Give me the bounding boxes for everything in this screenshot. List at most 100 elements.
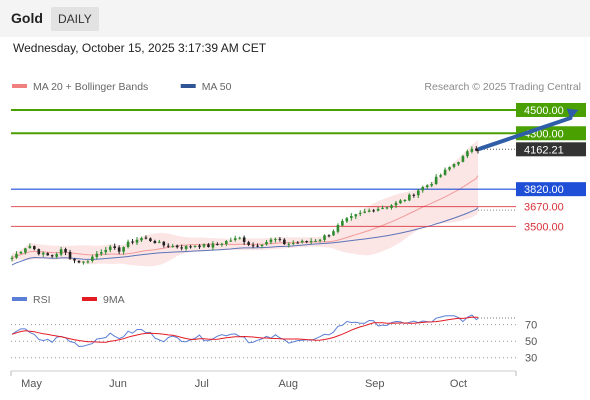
candle-body bbox=[439, 175, 442, 177]
projection-arrow-shaft bbox=[478, 115, 573, 151]
candle-body bbox=[238, 237, 241, 239]
rsi-legend-swatch-1 bbox=[82, 297, 97, 301]
rsi-legend-label-0: RSI bbox=[33, 294, 51, 306]
candle-body bbox=[452, 164, 456, 167]
candle-body bbox=[162, 241, 166, 246]
rsi-level-label-70: 70 bbox=[525, 320, 537, 332]
candle-body bbox=[296, 242, 300, 244]
candle-body bbox=[354, 214, 358, 217]
rsi-ma-line bbox=[11, 316, 479, 343]
candle-body bbox=[33, 246, 36, 250]
candle-body bbox=[233, 238, 237, 241]
candle-body bbox=[229, 240, 233, 242]
candle-body bbox=[50, 255, 54, 257]
candle-body bbox=[336, 225, 340, 232]
instrument-title: Gold bbox=[11, 10, 43, 26]
x-tick-label-jun: Jun bbox=[109, 378, 127, 390]
legend-label-0: MA 20 + Bollinger Bands bbox=[33, 81, 148, 93]
level-tag-4500.00 bbox=[516, 102, 586, 117]
candle-body bbox=[332, 231, 335, 236]
candle-body bbox=[175, 245, 179, 248]
candle-body bbox=[211, 243, 215, 248]
candle-body bbox=[350, 216, 353, 218]
x-tick-label-oct: Oct bbox=[450, 378, 467, 390]
candle-body bbox=[113, 246, 116, 248]
level-label-4500.00: 4500.00 bbox=[524, 105, 564, 117]
candle-body bbox=[59, 249, 63, 255]
candle-body bbox=[385, 207, 389, 209]
candle-body bbox=[135, 239, 139, 243]
candle-body bbox=[260, 244, 264, 247]
candle-body bbox=[122, 247, 125, 252]
credit-text: Research © 2025 Trading Central bbox=[424, 81, 581, 93]
candle-body bbox=[64, 249, 67, 253]
candle-body bbox=[15, 253, 18, 258]
level-label-3820.00: 3820.00 bbox=[524, 184, 564, 196]
candle-body bbox=[108, 246, 112, 250]
rsi-legend-swatch-0 bbox=[12, 297, 27, 301]
candle-body bbox=[291, 243, 295, 245]
candle-body bbox=[91, 256, 94, 261]
candle-body bbox=[144, 237, 148, 239]
candle-body bbox=[251, 245, 255, 247]
rsi-line bbox=[11, 314, 479, 348]
candle-body bbox=[184, 246, 188, 249]
candle-body bbox=[434, 176, 438, 185]
candle-body bbox=[412, 194, 416, 196]
candle-body bbox=[10, 257, 14, 260]
candle-body bbox=[247, 242, 250, 245]
candle-body bbox=[363, 211, 367, 213]
candle-body bbox=[37, 249, 41, 255]
candle-body bbox=[341, 220, 344, 226]
candle-body bbox=[466, 151, 469, 157]
candle-body bbox=[86, 261, 90, 263]
candle-body bbox=[131, 241, 134, 243]
candle-body bbox=[104, 249, 108, 253]
legend-swatch-0 bbox=[12, 84, 27, 88]
timeframe-badge[interactable]: DAILY bbox=[51, 7, 99, 31]
candle-body bbox=[323, 235, 326, 240]
candle-body bbox=[153, 241, 157, 244]
candle-body bbox=[68, 251, 72, 259]
candle-body bbox=[314, 240, 317, 242]
candle-body bbox=[278, 238, 282, 240]
candle-body bbox=[225, 241, 228, 244]
timestamp: Wednesday, October 15, 2025 3:17:39 AM C… bbox=[13, 41, 267, 55]
x-tick-label-jul: Jul bbox=[195, 378, 209, 390]
rsi-level-label-30: 30 bbox=[525, 353, 537, 365]
candle-body bbox=[372, 210, 375, 212]
candle-body bbox=[82, 261, 85, 263]
candle-body bbox=[171, 245, 175, 247]
candle-body bbox=[430, 184, 433, 186]
candle-body bbox=[55, 254, 58, 257]
candle-body bbox=[99, 252, 103, 254]
x-tick-label-may: May bbox=[21, 378, 42, 390]
candle-body bbox=[327, 235, 331, 237]
level-label-3500.00: 3500.00 bbox=[524, 221, 564, 233]
rsi-level-label-50: 50 bbox=[525, 336, 537, 348]
candle-body bbox=[345, 218, 349, 222]
candle-body bbox=[475, 148, 478, 151]
candle-body bbox=[265, 242, 268, 245]
candle-body bbox=[394, 202, 398, 206]
candles-group bbox=[10, 146, 480, 265]
level-tag-3820.00 bbox=[516, 182, 586, 197]
candle-body bbox=[274, 239, 277, 241]
current-price-tag bbox=[516, 142, 586, 157]
candle-body bbox=[28, 246, 32, 249]
candle-body bbox=[117, 247, 121, 252]
candle-body bbox=[41, 252, 45, 255]
candle-body bbox=[73, 258, 76, 261]
candle-body bbox=[376, 208, 380, 211]
candle-body bbox=[269, 239, 273, 243]
legend-label-1: MA 50 bbox=[202, 81, 232, 93]
candle-body bbox=[193, 245, 197, 248]
candle-body bbox=[318, 239, 322, 241]
candle-body bbox=[158, 241, 161, 243]
candle-body bbox=[470, 148, 474, 152]
candle-body bbox=[140, 238, 143, 241]
candle-body bbox=[207, 244, 210, 248]
candle-body bbox=[390, 205, 393, 208]
candle-body bbox=[399, 200, 402, 204]
candle-body bbox=[198, 245, 201, 248]
